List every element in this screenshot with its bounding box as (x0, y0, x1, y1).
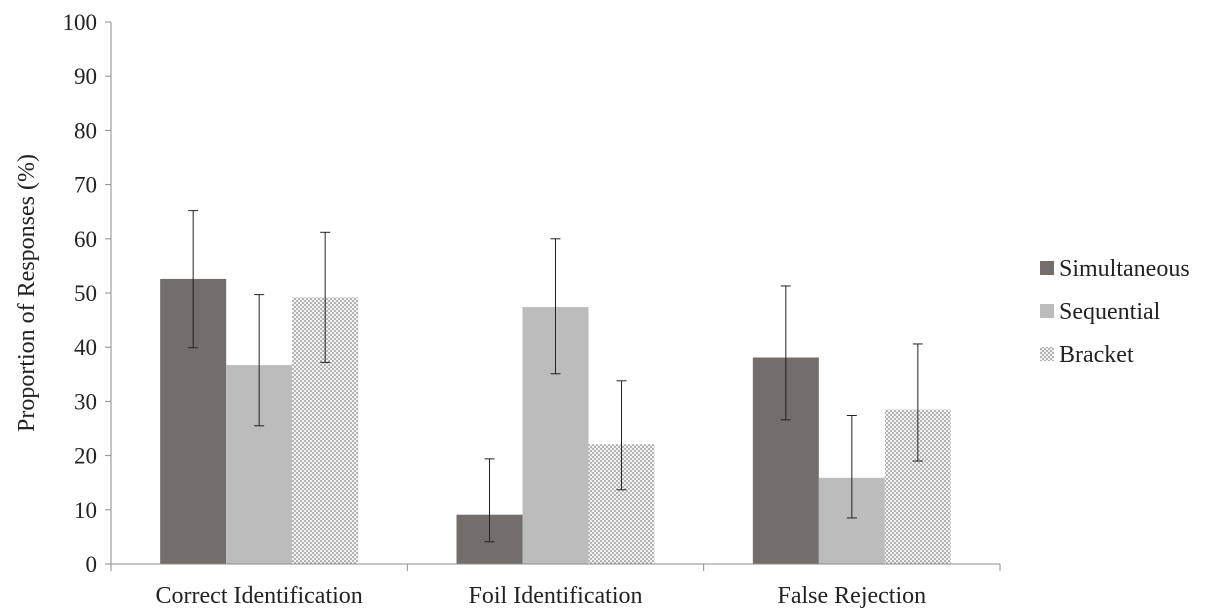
x-axis: Correct Identification Foil Identificatio… (110, 563, 1001, 609)
x-category-label: Foil Identification (469, 583, 643, 609)
legend-label-sequential: Sequential (1059, 299, 1161, 325)
y-axis-title: Proportion of Responses (%) (14, 154, 40, 432)
bars (160, 278, 951, 564)
legend-swatch-simultaneous (1040, 261, 1054, 275)
error-bars (188, 210, 923, 543)
legend-label-simultaneous: Simultaneous (1059, 256, 1190, 282)
legend-swatch-sequential (1040, 304, 1054, 318)
legend-label-bracket: Bracket (1059, 342, 1134, 368)
y-axis: 0 10 20 30 40 50 60 70 80 90 100 (63, 10, 112, 577)
y-tick-label: 40 (74, 335, 97, 360)
y-tick-label: 70 (74, 173, 97, 198)
y-tick-label: 0 (86, 552, 98, 577)
y-tick-label: 60 (74, 227, 97, 252)
legend: Simultaneous Sequential Bracket (1040, 256, 1190, 368)
x-category-label: Correct Identification (156, 583, 363, 609)
y-tick-label: 20 (74, 444, 97, 469)
y-tick-label: 10 (74, 498, 97, 523)
y-tick-label: 30 (74, 389, 97, 414)
legend-swatch-bracket (1040, 347, 1054, 361)
y-tick-label: 90 (74, 64, 97, 89)
y-tick-label: 100 (63, 10, 98, 35)
y-tick-label: 50 (74, 281, 97, 306)
y-tick-label: 80 (74, 118, 97, 143)
x-category-label: False Rejection (778, 583, 927, 609)
